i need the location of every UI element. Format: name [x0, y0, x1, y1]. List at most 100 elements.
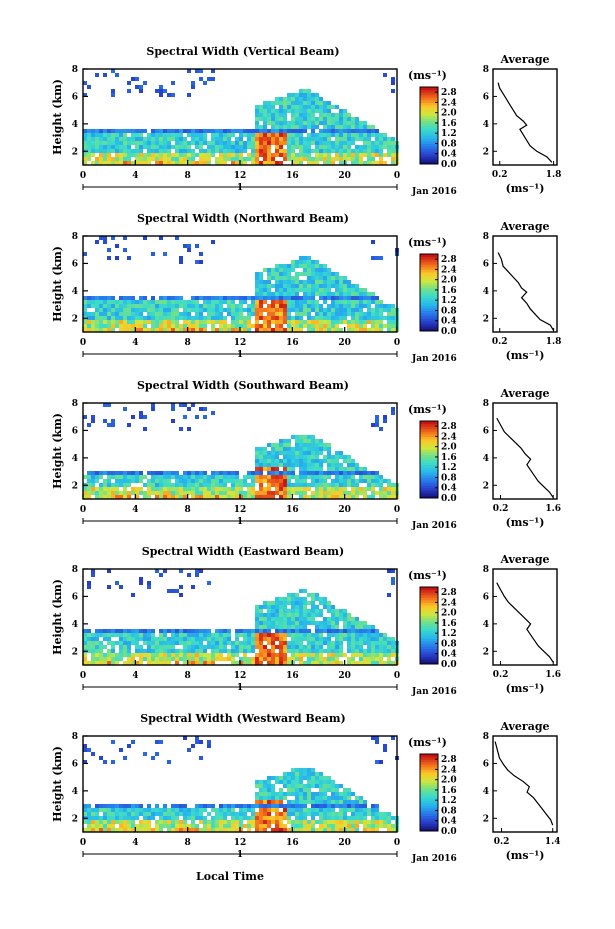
colorbar-frame	[419, 253, 439, 332]
colorbar-tick-label: 0.0	[441, 494, 457, 504]
average-y-tick-label: 2	[483, 814, 489, 824]
date-label: Jan 2016	[411, 854, 457, 864]
average-title: Average	[499, 220, 549, 233]
average-title: Average	[499, 53, 549, 66]
panel-title: Spectral Width (Southward Beam)	[137, 379, 349, 392]
x-tick-label: 0	[80, 671, 86, 681]
x-tick-label: 12	[234, 505, 247, 515]
colorbar	[420, 254, 438, 332]
average-x-tick-label: 0.2	[493, 670, 509, 680]
day-label: 1	[237, 517, 243, 527]
colorbar-tick-label: 2.0	[441, 609, 457, 619]
average-y-tick-label: 4	[483, 120, 489, 130]
x-tick-label: 4	[132, 338, 138, 348]
colorbar-tick-label: 0.4	[441, 317, 457, 327]
y-tick-label: 4	[72, 454, 78, 464]
x-tick-label: 8	[185, 505, 191, 515]
average-y-tick-label: 8	[483, 732, 489, 742]
average-profile-line	[494, 741, 554, 826]
y-tick-label: 2	[72, 647, 78, 657]
y-axis-label: Height (km)	[51, 246, 64, 322]
average-y-tick-label: 8	[483, 399, 489, 409]
average-title: Average	[499, 720, 549, 733]
x-tick-label: 4	[132, 838, 138, 848]
average-frame	[492, 568, 558, 666]
y-tick-label: 4	[72, 787, 78, 797]
colorbar	[420, 587, 438, 665]
heatmap-cells	[83, 569, 399, 665]
x-tick-label: 4	[132, 171, 138, 181]
average-profile-line	[496, 417, 554, 498]
x-tick-label: 12	[234, 171, 247, 181]
colorbar-tick-label: 1.6	[441, 619, 457, 629]
x-tick-label: 12	[234, 671, 247, 681]
colorbar-unit-label: (ms⁻¹)	[408, 69, 447, 82]
colorbar-tick-label: 2.8	[441, 588, 457, 598]
date-label: Jan 2016	[411, 687, 457, 697]
x-tick-label: 20	[338, 838, 351, 848]
x-tick-label: 0	[394, 171, 400, 181]
x-tick-label: 12	[234, 338, 247, 348]
average-x-tick-label: 0.2	[492, 337, 508, 347]
average-profile-line	[497, 82, 553, 163]
x-tick-label: 0	[80, 338, 86, 348]
date-label: Jan 2016	[411, 187, 457, 197]
average-y-tick-label: 8	[483, 232, 489, 242]
x-tick-label: 0	[394, 505, 400, 515]
colorbar-tick-label: 1.2	[441, 629, 457, 639]
x-tick-label: 16	[286, 671, 299, 681]
average-unit-label: (ms⁻¹)	[506, 682, 545, 695]
panel-title: Spectral Width (Eastward Beam)	[142, 545, 344, 558]
colorbar-tick-label: 2.8	[441, 255, 457, 265]
colorbar-tick-label: 1.6	[441, 453, 457, 463]
colorbar-tick-label: 0.4	[441, 817, 457, 827]
average-y-tick-label: 2	[483, 481, 489, 491]
x-tick-label: 0	[394, 838, 400, 848]
average-x-tick-label: 1.4	[545, 837, 561, 847]
colorbar-tick-label: 2.4	[441, 432, 457, 442]
y-tick-label: 8	[72, 565, 78, 575]
x-tick-label: 0	[80, 505, 86, 515]
x-tick-label: 8	[185, 671, 191, 681]
heatmap-cells	[83, 403, 399, 499]
y-tick-label: 6	[72, 259, 78, 269]
average-profile-panel: Average 2 4 6 8 0.2 1.8(ms⁻¹)	[483, 220, 562, 362]
colorbar-tick-label: 2.8	[441, 755, 457, 765]
date-label: Jan 2016	[411, 354, 457, 364]
average-x-tick-label: 0.2	[493, 504, 509, 514]
colorbar-tick-label: 2.4	[441, 598, 457, 608]
y-tick-label: 6	[72, 592, 78, 602]
y-tick-label: 6	[72, 426, 78, 436]
average-title: Average	[499, 553, 549, 566]
colorbar	[420, 87, 438, 165]
x-tick-label: 8	[185, 338, 191, 348]
average-y-tick-label: 6	[483, 426, 489, 436]
x-tick-label: 16	[286, 838, 299, 848]
average-y-tick-label: 6	[483, 92, 489, 102]
x-tick-label: 16	[286, 505, 299, 515]
x-axis-label: Local Time	[196, 870, 264, 883]
y-axis-label: Height (km)	[51, 413, 64, 489]
y-tick-label: 6	[72, 92, 78, 102]
average-y-tick-label: 2	[483, 314, 489, 324]
x-tick-label: 20	[338, 671, 351, 681]
average-title: Average	[499, 387, 549, 400]
colorbar-unit-label: (ms⁻¹)	[408, 569, 447, 582]
colorbar-tick-label: 2.0	[441, 443, 457, 453]
y-tick-label: 8	[72, 399, 78, 409]
x-tick-label: 8	[185, 171, 191, 181]
average-y-tick-label: 6	[483, 259, 489, 269]
average-profile-panel: Average 2 4 6 8 0.2 1.4(ms⁻¹)	[483, 720, 561, 862]
average-y-tick-label: 8	[483, 565, 489, 575]
y-tick-label: 8	[72, 65, 78, 75]
average-frame	[492, 68, 558, 166]
date-label: Jan 2016	[411, 521, 457, 531]
day-label: 1	[237, 350, 243, 360]
average-y-tick-label: 4	[483, 620, 489, 630]
colorbar-tick-label: 1.2	[441, 463, 457, 473]
average-x-tick-label: 1.8	[546, 337, 562, 347]
y-axis-label: Height (km)	[51, 79, 64, 155]
